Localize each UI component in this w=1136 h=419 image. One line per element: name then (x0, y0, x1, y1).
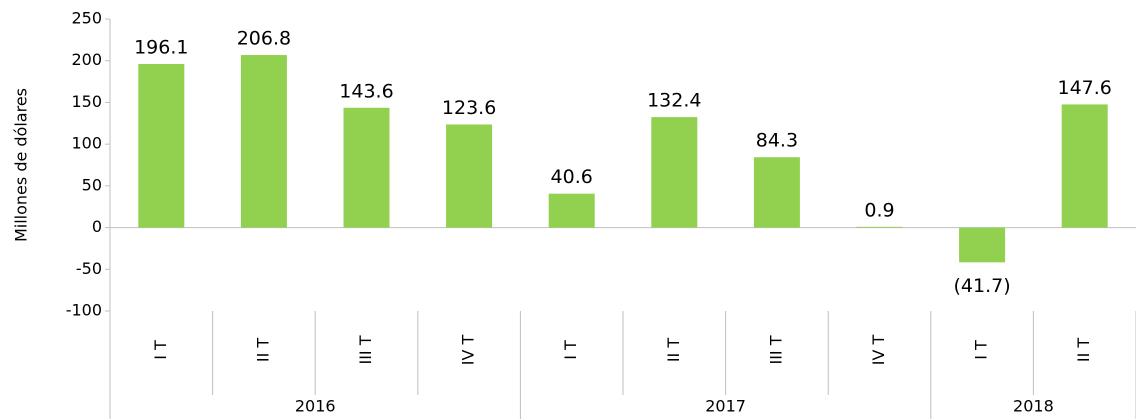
y-tick-label: 250 (71, 9, 102, 28)
group-label: 2016 (295, 397, 336, 416)
value-label: 143.6 (339, 80, 393, 102)
group-label: 2017 (705, 397, 746, 416)
value-label: (41.7) (954, 275, 1011, 297)
x-tick-label: IV T (459, 335, 478, 366)
bar (856, 226, 903, 228)
x-tick-label: II T (253, 338, 272, 363)
value-label: 123.6 (442, 97, 496, 119)
bar (1061, 104, 1108, 228)
bar (651, 117, 698, 228)
x-tick-label: III T (766, 335, 785, 364)
y-tick-label: 100 (71, 134, 102, 153)
x-tick-label: II T (1074, 338, 1093, 363)
bar (343, 107, 390, 228)
bar (240, 55, 287, 228)
group-label: 2018 (1013, 397, 1054, 416)
value-label: 0.9 (864, 199, 894, 221)
bar (446, 124, 493, 228)
bar (138, 63, 185, 228)
x-tick-label: I T (972, 340, 991, 360)
y-tick-label: -50 (76, 259, 102, 278)
value-label: 196.1 (134, 36, 188, 58)
x-tick-label: IV T (869, 335, 888, 366)
x-tick-label: I T (151, 340, 170, 360)
bar (753, 157, 800, 228)
value-label: 132.4 (647, 90, 701, 112)
value-label: 84.3 (756, 130, 798, 152)
x-tick-label: II T (664, 338, 683, 363)
x-tick-label: III T (356, 335, 375, 364)
y-tick-label: -100 (66, 301, 102, 320)
bar (959, 227, 1006, 263)
y-tick-label: 0 (92, 217, 102, 236)
y-tick-label: 50 (82, 175, 102, 194)
y-tick-label: 200 (71, 50, 102, 69)
value-label: 206.8 (237, 28, 291, 50)
value-label: 40.6 (551, 166, 593, 188)
y-tick-label: 150 (71, 92, 102, 111)
x-tick-label: I T (561, 340, 580, 360)
y-axis-title: Millones de dólares (12, 88, 31, 242)
value-label: 147.6 (1057, 77, 1111, 99)
bar (548, 193, 595, 228)
